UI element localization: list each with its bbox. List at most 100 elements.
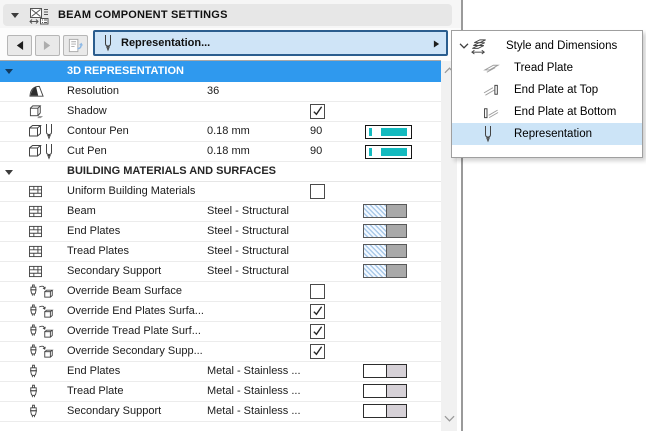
- menu-item-style-and-dimensions[interactable]: Style and Dimensions: [452, 35, 642, 57]
- material-swatch[interactable]: [363, 224, 407, 238]
- settings-row: Resolution 36: [0, 82, 441, 102]
- back-icon: [16, 41, 24, 50]
- row-label: Cut Pen: [67, 145, 107, 157]
- row-value[interactable]: Steel - Structural: [207, 245, 289, 257]
- surface-swatch[interactable]: [363, 404, 407, 418]
- transfer-settings-icon: [68, 38, 84, 53]
- row-value[interactable]: 36: [207, 85, 220, 97]
- row-value[interactable]: Steel - Structural: [207, 265, 289, 277]
- row-value[interactable]: 0.18 mm: [207, 125, 250, 137]
- brick-icon: [28, 262, 66, 281]
- row-label: End Plates: [67, 365, 121, 377]
- brick-icon: [28, 202, 66, 221]
- settings-row: Tread Plates Steel - Structural: [0, 242, 441, 262]
- pen-icon: [483, 124, 493, 144]
- settings-rows: 3D REPRESENTATION Resolution 36 Shadow Conto…: [0, 60, 441, 422]
- menu-item-representation[interactable]: Representation: [452, 123, 642, 145]
- brick-icon: [28, 182, 66, 201]
- collapse-triangle-icon[interactable]: [11, 12, 19, 18]
- brush-icon: [28, 402, 66, 421]
- row-label: Override End Plates Surfa...: [67, 305, 204, 317]
- dropdown-label: Representation...: [121, 37, 211, 49]
- row-checkbox[interactable]: [310, 284, 325, 299]
- pen-color-swatch[interactable]: [365, 125, 412, 139]
- override-icon: [28, 342, 66, 361]
- material-swatch[interactable]: [363, 204, 407, 218]
- menu-item-label: Representation: [514, 128, 592, 140]
- cube-pen-icon: [28, 122, 66, 141]
- section-header[interactable]: BUILDING MATERIALS AND SURFACES: [0, 162, 441, 182]
- row-value[interactable]: Metal - Stainless ...: [207, 405, 301, 417]
- row-label: Resolution: [67, 85, 119, 97]
- panel-titlebar: BEAM COMPONENT SETTINGS: [0, 0, 461, 28]
- settings-row: Uniform Building Materials: [0, 182, 441, 202]
- settings-row: Override Tread Plate Surf...: [0, 322, 441, 342]
- row-label: Override Secondary Supp...: [67, 345, 203, 357]
- material-swatch[interactable]: [363, 264, 407, 278]
- collapse-triangle-icon[interactable]: [5, 69, 13, 74]
- row-label: Beam: [67, 205, 96, 217]
- component-dropdown[interactable]: Representation...: [93, 30, 448, 56]
- row-checkbox[interactable]: [310, 324, 325, 339]
- settings-row: Secondary Support Metal - Stainless ...: [0, 402, 441, 422]
- cube-pen-icon: [28, 142, 66, 161]
- brick-icon: [28, 242, 66, 261]
- chevron-down-icon[interactable]: [459, 43, 469, 49]
- component-flyout-menu: Style and Dimensions Tread Plate End Plate…: [451, 30, 643, 158]
- row-checkbox[interactable]: [310, 344, 325, 359]
- dropdown-expand-icon[interactable]: [433, 39, 440, 49]
- menu-item-end-plate-at-top[interactable]: End Plate at Top: [452, 79, 642, 101]
- back-button[interactable]: [7, 35, 32, 56]
- menu-item-label: Tread Plate: [514, 62, 574, 74]
- resolution-icon: [28, 82, 66, 101]
- tread-plate-icon: [483, 58, 500, 78]
- collapse-triangle-icon[interactable]: [5, 170, 13, 175]
- override-icon: [28, 282, 66, 301]
- settings-row: Tread Plate Metal - Stainless ...: [0, 382, 441, 402]
- material-swatch[interactable]: [363, 244, 407, 258]
- row-label: Secondary Support: [67, 405, 162, 417]
- row-checkbox[interactable]: [310, 184, 325, 199]
- panel-title-pill[interactable]: BEAM COMPONENT SETTINGS: [3, 4, 452, 26]
- settings-row: Contour Pen 0.18 mm 90: [0, 122, 441, 142]
- section-title: BUILDING MATERIALS AND SURFACES: [67, 165, 276, 177]
- brush-icon: [28, 382, 66, 401]
- panel-divider[interactable]: [461, 0, 463, 431]
- settings-row: Override Secondary Supp...: [0, 342, 441, 362]
- settings-row: End Plates Steel - Structural: [0, 222, 441, 242]
- row-value[interactable]: 0.18 mm: [207, 145, 250, 157]
- row-value[interactable]: Metal - Stainless ...: [207, 385, 301, 397]
- row-checkbox[interactable]: [310, 304, 325, 319]
- override-icon: [28, 322, 66, 341]
- settings-row: Shadow: [0, 102, 441, 122]
- override-icon: [28, 302, 66, 321]
- row-label: Override Tread Plate Surf...: [67, 325, 201, 337]
- menu-item-tread-plate[interactable]: Tread Plate: [452, 57, 642, 79]
- end-plate-bottom-icon: [483, 102, 500, 122]
- row-pen-index[interactable]: 90: [310, 125, 323, 137]
- end-plate-top-icon: [483, 80, 500, 100]
- row-label: Contour Pen: [67, 125, 129, 137]
- row-value[interactable]: Steel - Structural: [207, 205, 289, 217]
- menu-item-end-plate-at-bottom[interactable]: End Plate at Bottom: [452, 101, 642, 123]
- surface-swatch[interactable]: [363, 364, 407, 378]
- navigation-row: Representation...: [0, 28, 461, 61]
- row-label: Uniform Building Materials: [67, 185, 196, 197]
- row-value[interactable]: Metal - Stainless ...: [207, 365, 301, 377]
- pen-color-swatch[interactable]: [365, 145, 412, 159]
- row-pen-index[interactable]: 90: [310, 145, 323, 157]
- row-label: Tread Plates: [67, 245, 129, 257]
- row-checkbox[interactable]: [310, 104, 325, 119]
- transfer-settings-button[interactable]: [63, 35, 88, 56]
- row-value[interactable]: Steel - Structural: [207, 225, 289, 237]
- pen-icon: [103, 34, 113, 52]
- surface-swatch[interactable]: [363, 384, 407, 398]
- settings-panel: BEAM COMPONENT SETTINGS: [0, 0, 461, 431]
- row-label: Shadow: [67, 105, 107, 117]
- section-header[interactable]: 3D REPRESENTATION: [0, 61, 441, 82]
- row-label: Override Beam Surface: [67, 285, 182, 297]
- forward-button[interactable]: [35, 35, 60, 56]
- component-settings-icon: [29, 6, 49, 25]
- scroll-down-icon[interactable]: [444, 415, 455, 422]
- forward-icon: [43, 41, 51, 50]
